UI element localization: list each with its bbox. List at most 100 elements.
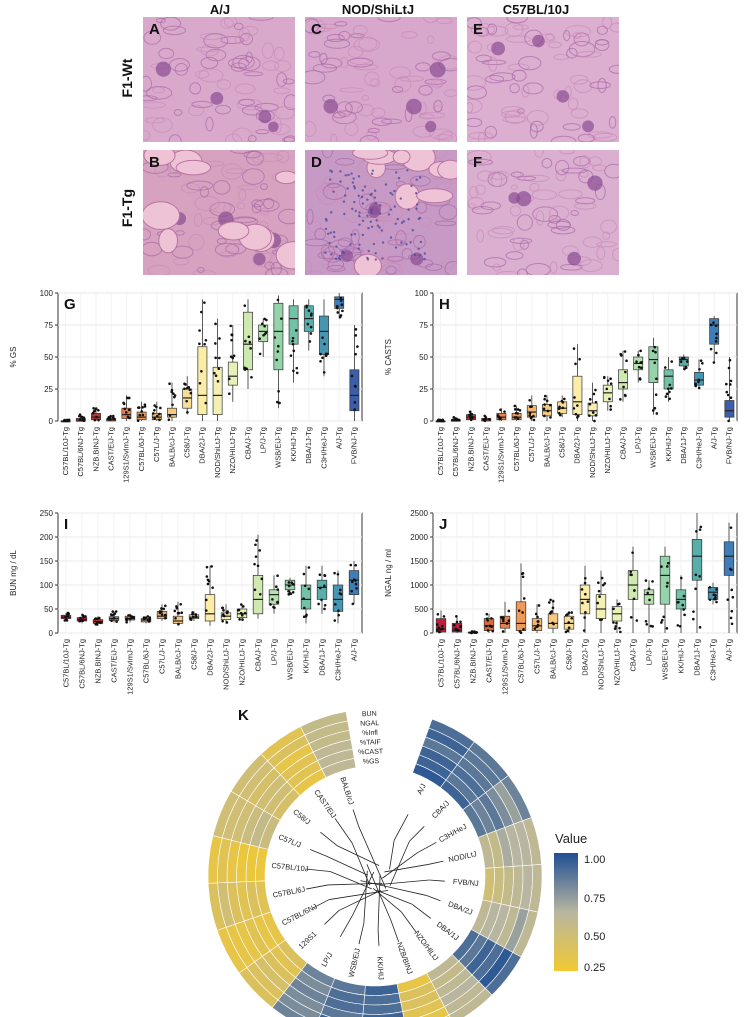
- x-tick-label: C57BL/6J-Tg: [141, 639, 150, 683]
- box-NOD/ShiLtJ-Tg: [587, 402, 598, 417]
- strain-label: KK/HIJ: [375, 956, 385, 980]
- tubule-mark: [576, 51, 602, 58]
- tubule-mark: [589, 81, 611, 89]
- data-point: [214, 374, 218, 378]
- data-point: [307, 309, 311, 312]
- tubule-mark: [487, 56, 498, 72]
- glomerulus-mark: [155, 61, 172, 77]
- data-point: [307, 566, 311, 569]
- box-DBA/1J-Tg: [316, 579, 328, 600]
- infiltrate-mark: [399, 197, 402, 200]
- data-point: [93, 409, 97, 412]
- infiltrate-mark: [400, 241, 403, 244]
- data-point: [660, 618, 664, 622]
- tubule-mark: [559, 150, 575, 155]
- data-point: [276, 298, 280, 302]
- tubule-mark: [273, 46, 285, 61]
- data-point: [684, 366, 688, 370]
- data-point: [81, 613, 84, 617]
- tubule-mark: [422, 17, 438, 24]
- tubule-mark: [570, 108, 589, 119]
- data-point: [227, 377, 231, 381]
- data-point: [646, 591, 650, 595]
- tubule-mark: [558, 189, 583, 200]
- data-point: [629, 570, 633, 573]
- infiltrate-mark: [350, 172, 353, 175]
- data-point: [513, 404, 517, 408]
- infiltrate-mark: [332, 190, 335, 193]
- cast-mark: [275, 170, 295, 185]
- tubule-mark: [548, 41, 562, 49]
- x-tick-label: NOD/ShiLtJ-Tg: [588, 427, 597, 478]
- data-point: [323, 574, 326, 577]
- x-tick-label: WSB/EiJ-Tg: [660, 639, 669, 680]
- data-point: [65, 619, 69, 622]
- infiltrate-mark: [357, 175, 361, 178]
- tubule-mark: [350, 33, 365, 39]
- data-point: [287, 581, 291, 584]
- dendrogram-branch: [379, 879, 430, 885]
- y-tick-label: 150: [40, 557, 54, 566]
- infiltrate-mark: [329, 231, 332, 234]
- tubule-mark: [467, 117, 483, 128]
- data-point: [728, 358, 732, 362]
- data-point: [138, 413, 142, 417]
- data-point: [609, 404, 612, 408]
- data-point: [551, 599, 555, 603]
- data-point: [198, 329, 201, 332]
- data-point: [730, 588, 734, 592]
- data-point: [581, 601, 584, 605]
- data-point: [276, 350, 280, 353]
- tubule-mark: [471, 206, 494, 215]
- y-tick-label: 100: [415, 289, 429, 298]
- data-point: [319, 359, 322, 363]
- data-point: [155, 405, 158, 409]
- dendrogram-branch: [429, 879, 445, 882]
- tubule-mark: [189, 82, 202, 95]
- data-point: [222, 614, 226, 618]
- data-point: [183, 382, 186, 386]
- y-tick-label: 100: [40, 581, 54, 590]
- data-point: [597, 589, 601, 593]
- data-point: [143, 403, 147, 406]
- data-point: [701, 361, 704, 365]
- data-point: [530, 405, 533, 408]
- tubule-mark: [221, 163, 243, 180]
- strain-label: NZO/HlLtJ: [412, 929, 440, 963]
- x-tick-label: A/J-Tg: [724, 639, 733, 661]
- data-point: [339, 299, 343, 302]
- data-point: [603, 582, 607, 585]
- infiltrate-mark: [371, 169, 375, 172]
- infiltrate-mark: [369, 220, 372, 223]
- strain-label: 129S1: [297, 929, 319, 950]
- tubule-mark: [516, 268, 528, 275]
- data-point: [250, 375, 253, 379]
- data-point: [351, 580, 354, 584]
- data-point: [194, 613, 198, 616]
- tubule-mark: [510, 171, 524, 178]
- data-point: [241, 618, 244, 621]
- data-point: [243, 611, 247, 615]
- data-point: [637, 353, 640, 357]
- tubule-mark: [504, 109, 526, 125]
- y-tick-label: 2000: [410, 533, 428, 542]
- dendrogram-branch: [306, 884, 329, 890]
- data-point: [125, 618, 128, 622]
- data-point: [171, 403, 174, 407]
- data-point: [337, 613, 340, 617]
- strain-label: C57BL/6NJ: [280, 902, 318, 928]
- data-point: [292, 369, 295, 373]
- box-DBA/2J-Tg: [204, 594, 216, 622]
- x-tick-label: CBA/J-Tg: [243, 427, 252, 460]
- infiltrate-mark: [324, 217, 328, 221]
- data-point: [124, 411, 128, 414]
- data-point: [231, 356, 235, 360]
- infiltrate-mark: [389, 191, 392, 195]
- infiltrate-mark: [374, 202, 378, 205]
- data-point: [712, 593, 716, 597]
- x-tick-label: NZO/HILtJ-Tg: [237, 639, 246, 686]
- data-point: [624, 370, 627, 374]
- data-point: [229, 324, 233, 328]
- data-point: [592, 392, 596, 396]
- data-point: [507, 609, 511, 613]
